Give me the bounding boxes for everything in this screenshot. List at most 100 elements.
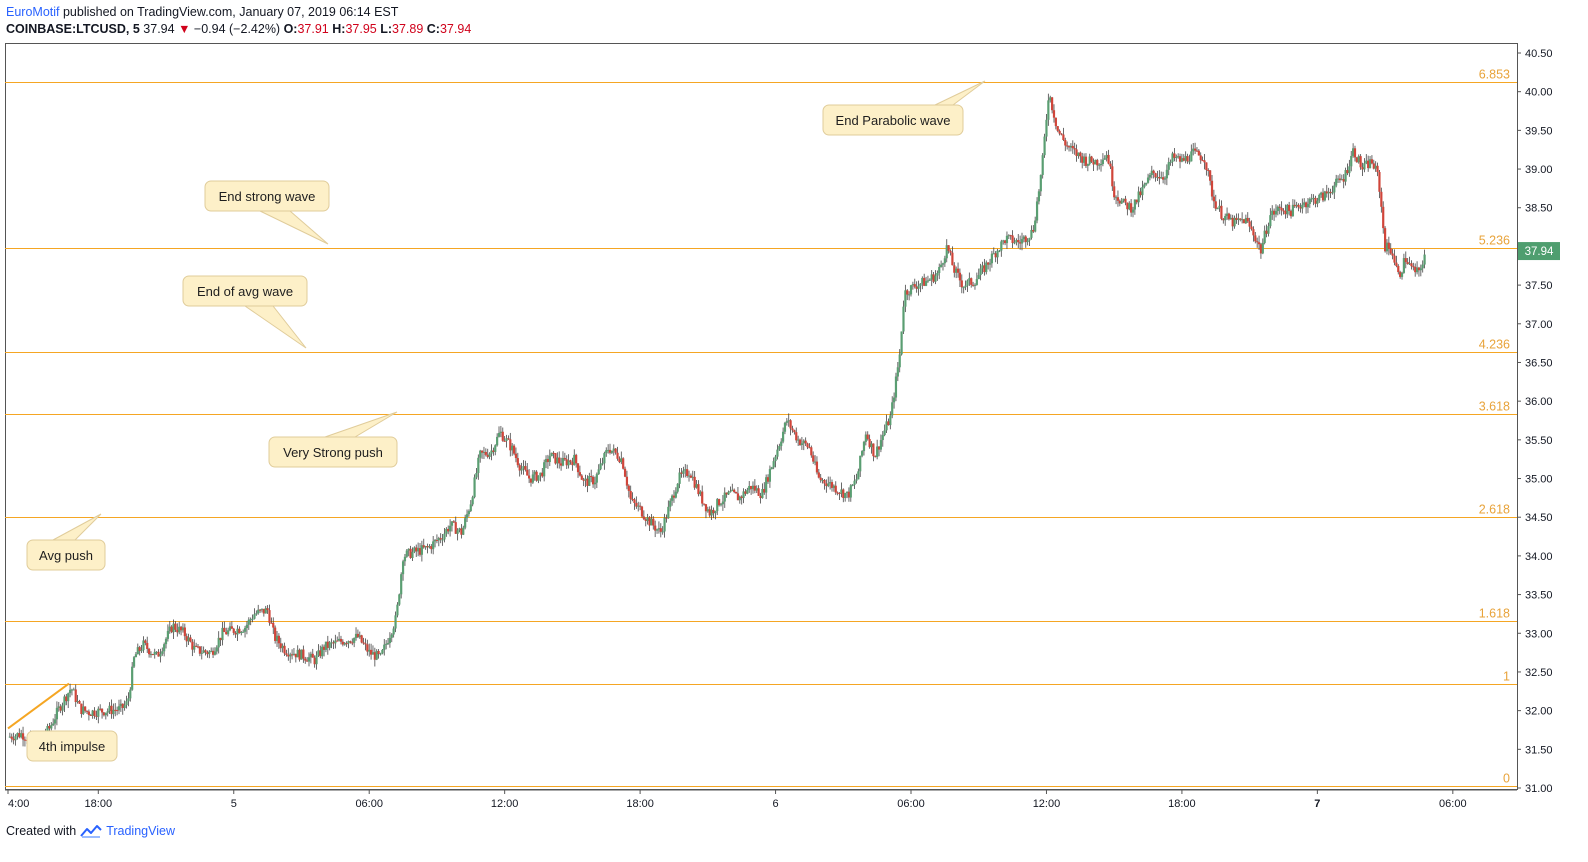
candle-up	[561, 457, 565, 466]
candle-down	[733, 489, 736, 492]
candle-up	[1037, 191, 1041, 202]
candle-up	[727, 491, 730, 495]
candle-up	[860, 451, 864, 456]
candle-up	[407, 548, 410, 551]
candle-up	[227, 630, 230, 635]
candle-up	[228, 626, 232, 631]
candle-down	[1284, 210, 1287, 215]
candle-down	[987, 262, 990, 265]
tradingview-logo-icon	[80, 825, 102, 838]
candle-up	[134, 654, 138, 658]
candle-down	[204, 650, 207, 653]
candle-up	[1421, 264, 1424, 269]
candle-up	[746, 489, 749, 494]
candle-down	[830, 482, 834, 488]
candle-down	[95, 715, 98, 717]
candle-up	[945, 245, 948, 259]
price-axis[interactable]: 40.5040.0039.5039.0038.5038.0037.5037.00…	[1517, 48, 1553, 795]
candle-up	[550, 452, 553, 457]
candle-down	[439, 538, 442, 540]
candle-down	[99, 708, 102, 710]
candle-up	[413, 547, 416, 552]
candle-down	[1265, 230, 1268, 234]
candle-up	[63, 696, 66, 706]
author-link[interactable]: EuroMotif	[6, 5, 60, 19]
candle-up	[840, 489, 843, 494]
candle-down	[319, 650, 322, 657]
candle-up	[1216, 208, 1219, 210]
high-value: 37.95	[345, 22, 377, 36]
trend-line[interactable]	[7, 682, 70, 730]
candle-down	[648, 517, 651, 526]
candle-down	[290, 654, 294, 656]
candle-down	[512, 445, 516, 454]
candle-up	[853, 480, 856, 485]
candle-up	[450, 521, 454, 526]
candle-down	[1222, 218, 1225, 221]
candle-up	[379, 653, 382, 655]
candle-down	[1278, 206, 1281, 208]
time-axis[interactable]: 4:00 18:00 5 06:00 12:00 18:00 6 06:00 12:00 18:0…	[5, 789, 1517, 810]
candle-up	[776, 449, 779, 457]
candle-down	[230, 626, 233, 629]
candle-up	[881, 435, 884, 441]
fib-level-label: 6.853	[1479, 68, 1510, 82]
candle-up	[567, 460, 570, 466]
candle-up	[981, 265, 984, 269]
candle-down	[866, 434, 869, 440]
candle-up	[106, 711, 109, 713]
candle-down	[422, 545, 425, 548]
callout-box	[204, 180, 330, 212]
callout-box	[182, 275, 308, 307]
candle-up	[1261, 242, 1264, 254]
candle-up	[187, 637, 190, 642]
candle-up	[1035, 201, 1039, 221]
callout-avg-push: Avg push	[26, 513, 106, 571]
candle-down	[697, 484, 700, 495]
candle-up	[716, 499, 719, 512]
fib-level-label: 1	[1503, 670, 1510, 684]
price-tick-label: 37.00	[1525, 319, 1553, 331]
candle-up	[785, 421, 788, 423]
candle-down	[1382, 206, 1385, 229]
time-tick-label: 6	[772, 798, 778, 810]
candle-down	[138, 647, 141, 651]
candle-down	[652, 518, 655, 526]
candle-down	[689, 475, 693, 478]
candle-down	[810, 447, 813, 456]
candle-down	[580, 475, 583, 480]
candle-down	[838, 493, 841, 495]
candle-down	[932, 274, 935, 282]
price-tick-label: 31.50	[1525, 744, 1553, 756]
candle-up	[862, 441, 866, 452]
tradingview-brand[interactable]: TradingView	[106, 824, 175, 838]
candle-down	[1201, 160, 1204, 162]
candle-up	[1022, 236, 1025, 240]
candle-up	[1229, 217, 1232, 220]
candle-up	[661, 531, 664, 533]
candle-up	[778, 446, 781, 450]
candle-down	[817, 472, 820, 478]
candle-down	[1372, 163, 1375, 169]
candle-up	[1340, 179, 1343, 181]
time-tick-label: 5	[231, 798, 237, 810]
candle-up	[164, 638, 168, 645]
candle-up	[91, 710, 94, 716]
candle-down	[1064, 139, 1067, 146]
fibonacci-levels: 6.853 5.236 4.236 3.618 2.618 1.618 1 0	[5, 68, 1517, 787]
candle-up	[464, 518, 467, 528]
high-label: H:	[332, 22, 346, 36]
candle-down	[635, 503, 638, 507]
price-tick-label: 39.00	[1525, 164, 1553, 176]
chart-area[interactable]: 6.853 5.236 4.236 3.618 2.618 1.618 1 0 End Par…	[5, 43, 1560, 815]
callout-box	[822, 104, 964, 136]
time-tick-label: 18:00	[626, 798, 654, 810]
candle-down	[1073, 148, 1076, 150]
price-chart[interactable]: 6.853 5.236 4.236 3.618 2.618 1.618 1 0 End Par…	[5, 43, 1560, 815]
candle-down	[1075, 149, 1078, 157]
candle-up	[117, 706, 121, 711]
candle-up	[1015, 240, 1018, 243]
candle-up	[1318, 194, 1321, 201]
candle-down	[1289, 210, 1293, 217]
symbol-name[interactable]: COINBASE:LTCUSD, 5	[6, 22, 140, 36]
